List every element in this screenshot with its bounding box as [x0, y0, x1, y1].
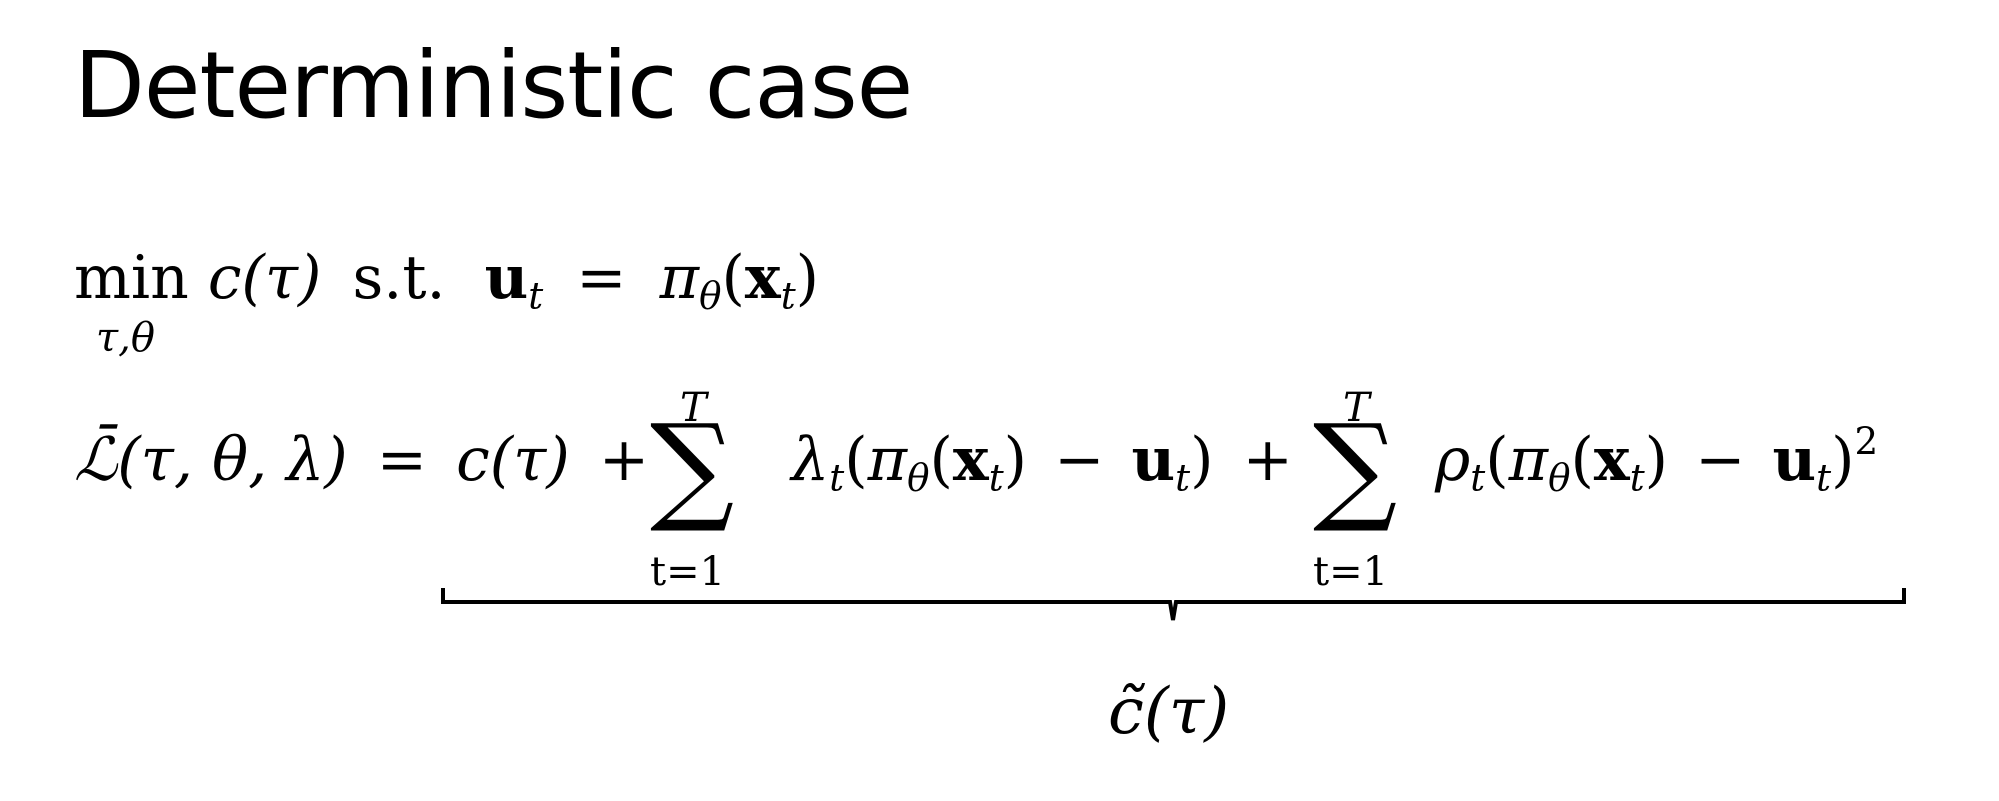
lambda-symbol: λ — [791, 425, 830, 495]
min-operator: min — [74, 243, 189, 313]
policy-subscript: θ — [907, 455, 930, 500]
sum1-lower-limit: t=1 — [650, 549, 726, 595]
open-paren: ( — [1485, 425, 1509, 495]
sum1-upper-limit: T — [680, 385, 707, 431]
close-paren: ) — [1190, 425, 1214, 495]
policy-subscript: θ — [1548, 455, 1571, 500]
action-variable: u — [1772, 425, 1817, 495]
plus-sign: + — [1242, 425, 1293, 495]
state-variable: x — [1593, 425, 1630, 495]
action-subscript: t — [528, 273, 544, 318]
sum2-upper-limit: T — [1343, 385, 1370, 431]
cost-term: c(τ) — [456, 425, 570, 495]
square-exponent: 2 — [1854, 418, 1879, 463]
objective-term: c(τ) — [207, 243, 322, 313]
state-variable: x — [952, 425, 989, 495]
minus-sign: − — [1695, 425, 1746, 495]
close-paren: ) — [1831, 425, 1855, 495]
state-subscript: t — [1629, 455, 1645, 500]
open-paren: ( — [1570, 425, 1594, 495]
state-subscript: t — [780, 273, 796, 318]
slide-title: Deterministic case — [74, 32, 913, 139]
open-paren: ( — [844, 425, 868, 495]
policy-symbol: π — [867, 425, 908, 495]
close-paren: ) — [1644, 425, 1669, 495]
policy-symbol: π — [1508, 425, 1549, 495]
close-paren: ) — [795, 243, 820, 313]
open-paren: ( — [721, 243, 745, 313]
lagrangian-args: (τ, θ, λ) — [117, 425, 348, 495]
action-variable: u — [484, 243, 529, 313]
state-subscript: t — [988, 455, 1004, 500]
constraint-equation: min c(τ) s.t. ut = πθ(xt) — [74, 248, 819, 314]
close-paren: ) — [1003, 425, 1028, 495]
underbrace-icon — [441, 588, 1906, 621]
open-paren: ( — [929, 425, 953, 495]
policy-symbol: π — [659, 243, 700, 313]
sum2-sigma-icon: ∑ — [1313, 398, 1398, 536]
action-subscript: t — [1175, 455, 1191, 500]
sum2-lower-limit: t=1 — [1313, 549, 1389, 595]
augmented-cost-text: c̃(τ) — [1108, 675, 1230, 749]
plus-sign: + — [598, 425, 650, 495]
such-that-text: s.t. — [352, 243, 446, 313]
lambda-subscript: t — [829, 455, 845, 500]
policy-subscript: θ — [699, 273, 722, 318]
action-subscript: t — [1816, 455, 1832, 500]
rho-subscript: t — [1470, 455, 1486, 500]
lagrangian-equation: ℒ̄(τ, θ, λ) = c(τ) + λt(πθ(xt) − ut) + ρ… — [74, 422, 1878, 496]
sum1-sigma-icon: ∑ — [650, 398, 735, 536]
augmented-cost-label: c̃(τ) — [1108, 680, 1229, 744]
min-subscript: τ,θ — [96, 315, 155, 361]
state-variable: x — [744, 243, 781, 313]
action-variable: u — [1131, 425, 1176, 495]
minus-sign: − — [1054, 425, 1105, 495]
rho-symbol: ρ — [1435, 425, 1471, 495]
equals-sign: = — [376, 425, 428, 495]
equals-sign: = — [576, 243, 627, 313]
lagrangian-symbol: ℒ̄ — [74, 425, 118, 495]
